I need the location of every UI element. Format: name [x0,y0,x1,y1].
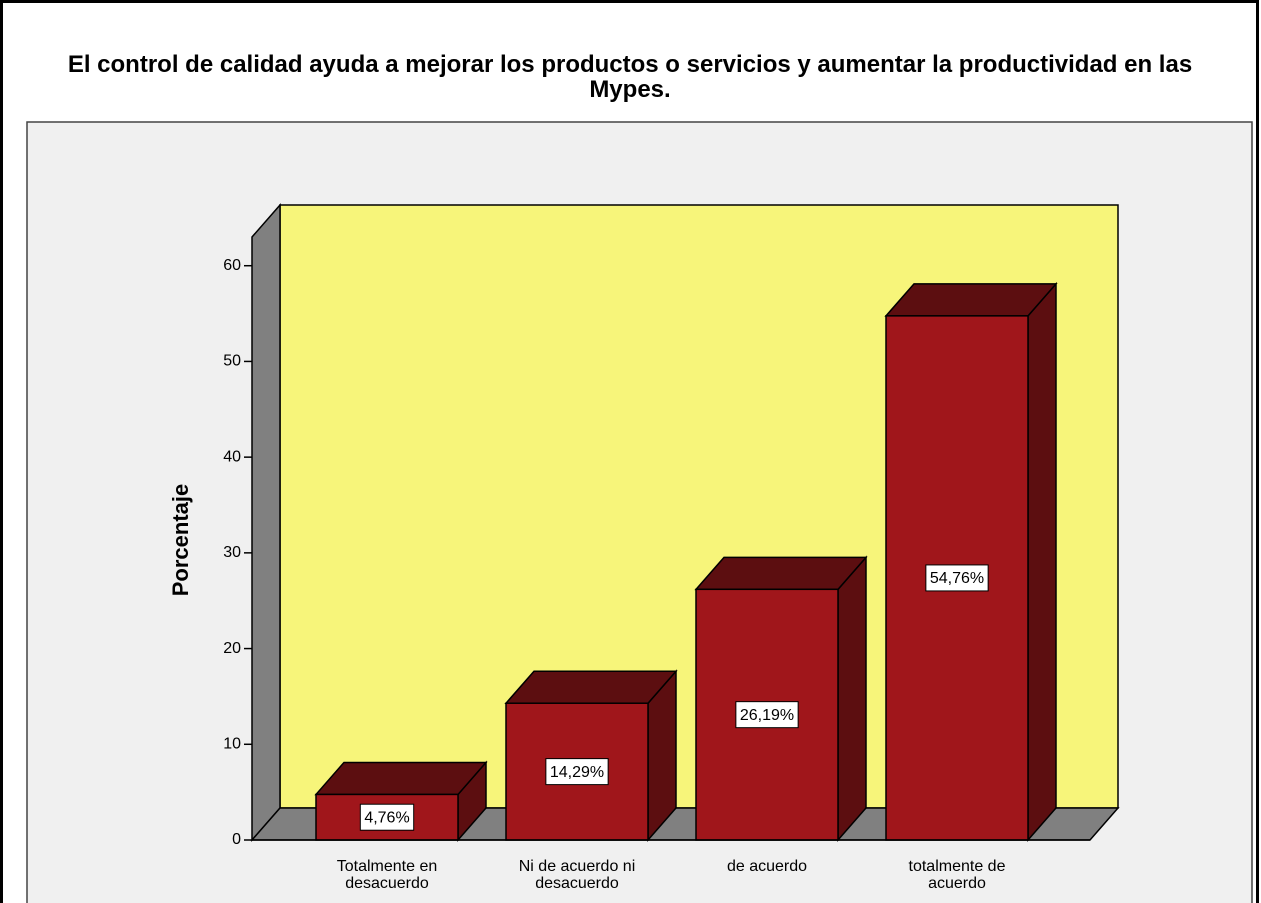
value-label-box [735,701,799,729]
y-tick-label: 30 [223,544,241,561]
y-tick-label: 60 [223,257,241,274]
y-tick-label: 10 [223,736,241,753]
left-wall [251,203,281,842]
value-label: 54,76% [930,570,984,587]
bar-top [504,670,678,704]
value-label-box [359,803,415,831]
y-tick-label: 40 [223,448,241,465]
value-label: 4,76% [364,809,409,826]
x-tick-label: Ni de acuerdo ni desacuerdo [518,858,636,892]
y-tick-label: 0 [232,831,241,848]
value-label: 26,19% [740,707,794,724]
bar [694,555,868,842]
x-tick-label: de acuerdo [726,858,808,875]
bar [504,669,678,842]
x-tick-label: Totalmente en desacuerdo [336,858,438,892]
y-axis-label: Porcentaje [168,484,193,597]
bar-top [314,761,488,796]
y-tick-label: 50 [223,353,241,370]
bar-side [1027,281,1057,842]
bar-top [694,556,868,591]
x-tick-label: totalmente de acuerdo [908,858,1006,892]
y-tick-label: 20 [223,640,241,657]
bar-top [884,283,1058,317]
chart-title: El control de calidad ayuda a mejorar lo… [67,51,1193,103]
value-label-box [545,758,609,786]
value-label-box [925,564,989,592]
value-label: 14,29% [550,764,604,781]
bar-side [837,555,867,842]
bar [884,281,1058,842]
